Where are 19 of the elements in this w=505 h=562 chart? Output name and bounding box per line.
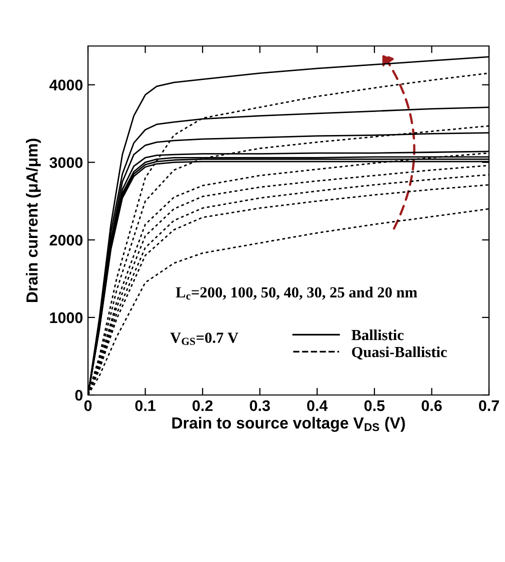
- x-tick-label: 0.7: [478, 400, 499, 412]
- y-tick-label: 3000: [50, 157, 83, 168]
- y-tick-label: 2000: [50, 234, 83, 246]
- x-tick-label: 0.3: [250, 400, 270, 412]
- x-tick-label: 0: [84, 400, 92, 412]
- x-tick-label: 0.6: [422, 400, 442, 412]
- x-tick-label: 0.4: [307, 400, 328, 412]
- annotation: V$_{GS}$=0.7 V: [170, 332, 238, 345]
- y-axis-title: Drain current (μA/μm): [26, 138, 41, 302]
- x-tick-label: 0.5: [364, 400, 385, 412]
- legend-label: Ballistic: [352, 329, 404, 340]
- x-tick-label: 0.2: [192, 400, 213, 412]
- y-tick-label: 4000: [49, 80, 83, 90]
- legend-label: Quasi-Ballistic: [352, 346, 447, 360]
- annotation: L$_{c}$=200, 100, 50, 40, 30, 25 and 20 nm: [176, 286, 418, 300]
- y-tick-label: 0: [75, 390, 83, 401]
- y-tick-label: 1000: [50, 312, 83, 324]
- x-axis-title: Drain to source voltage V$_{DS}$ (V): [172, 416, 405, 432]
- x-tick-label: 0.1: [135, 400, 156, 412]
